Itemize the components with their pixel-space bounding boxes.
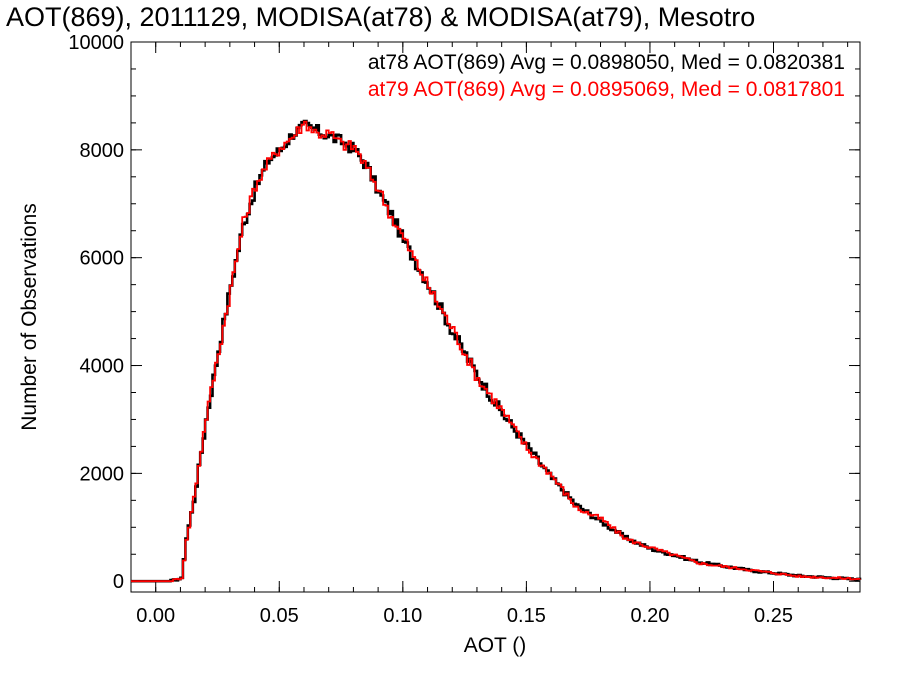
series-line-at78 <box>131 119 862 583</box>
y-tick-label: 10000 <box>68 32 124 54</box>
legend-at79: at79 AOT(869) Avg = 0.0895069, Med = 0.0… <box>368 78 845 101</box>
y-tick-label: 4000 <box>80 356 125 378</box>
x-tick-label: 0.25 <box>754 605 793 627</box>
x-tick-label: 0.10 <box>383 605 422 627</box>
x-tick-label: 0.00 <box>136 605 175 627</box>
axis-ticks <box>131 41 860 592</box>
series-line-at79 <box>131 120 861 583</box>
x-tick-label: 0.20 <box>630 605 669 627</box>
y-tick-label: 2000 <box>80 463 125 485</box>
chart-title: AOT(869), 2011129, MODISA(at78) & MODISA… <box>6 2 756 32</box>
y-axis-title: Number of Observations <box>18 203 41 431</box>
series-layer <box>131 119 862 583</box>
tick-labels: 0.00 0.05 0.10 0.15 0.20 0.25 0 2000 4000 6000 800… <box>68 32 793 627</box>
x-tick-label: 0.15 <box>507 605 546 627</box>
y-tick-label: 6000 <box>80 248 125 270</box>
x-tick-label: 0.05 <box>260 605 299 627</box>
plot-frame <box>130 41 861 593</box>
x-axis-title: AOT () <box>464 634 527 657</box>
y-tick-label: 8000 <box>80 140 125 162</box>
y-tick-label: 0 <box>113 571 124 593</box>
legend-at78: at78 AOT(869) Avg = 0.0898050, Med = 0.0… <box>368 51 845 74</box>
